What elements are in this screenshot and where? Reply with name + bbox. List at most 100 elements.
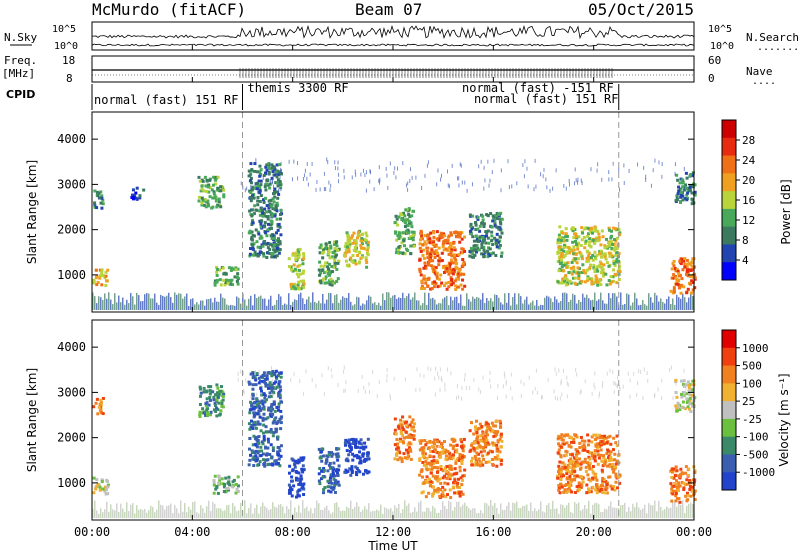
ground-scatter-cell [414, 292, 416, 310]
speckle [614, 382, 616, 387]
echo-cell [485, 453, 489, 457]
echo-cell [419, 238, 423, 242]
echo-cell [602, 263, 606, 267]
echo-cell [248, 447, 252, 451]
speckle [528, 375, 530, 380]
echo-cell [334, 481, 338, 485]
speckle [421, 186, 423, 191]
ground-scatter-cell [136, 505, 138, 518]
ground-scatter-cell [306, 506, 308, 518]
echo-cell [325, 454, 329, 458]
echo-cell [342, 253, 346, 257]
echo-cell [273, 409, 277, 413]
echo-cell [276, 224, 280, 228]
echo-cell [683, 265, 687, 269]
echo-cell [441, 243, 445, 247]
echo-cell [92, 476, 96, 480]
echo-cell [438, 455, 442, 459]
echo-cell [420, 234, 424, 238]
echo-cell [672, 264, 676, 268]
echo-cell [274, 231, 278, 235]
ground-scatter-cell [544, 512, 546, 518]
echo-cell [451, 456, 455, 460]
echo-cell [351, 452, 355, 456]
echo-cell [477, 452, 481, 456]
ground-scatter-cell [264, 298, 266, 310]
speckle [250, 185, 252, 190]
ground-scatter-cell [326, 299, 328, 310]
ground-scatter-cell [584, 297, 586, 310]
speckle [299, 379, 301, 384]
echo-cell [469, 232, 473, 236]
echo-cell [204, 402, 208, 406]
echo-cell [266, 241, 270, 245]
echo-cell [458, 235, 462, 239]
ground-scatter-cell [454, 507, 456, 518]
ground-scatter-cell [616, 508, 618, 518]
echo-cell [259, 183, 263, 187]
echo-cell [685, 258, 689, 262]
echo-cell [265, 398, 269, 402]
echo-cell [270, 386, 274, 390]
echo-cell [677, 272, 681, 276]
speckle [489, 370, 491, 375]
echo-cell [263, 396, 267, 400]
ground-scatter-cell [318, 300, 320, 310]
echo-cell [418, 246, 422, 250]
echo-cell [572, 268, 576, 272]
echo-cell [612, 259, 616, 263]
ground-scatter-cell [152, 507, 154, 518]
echo-cell [685, 392, 689, 396]
ground-scatter-cell [648, 293, 650, 310]
echo-cell [425, 461, 429, 465]
echo-cell [593, 438, 597, 442]
echo-cell [689, 291, 693, 295]
echo-cell [212, 190, 216, 194]
ground-scatter-cell [494, 294, 496, 310]
echo-cell [272, 248, 276, 252]
speckle [369, 179, 371, 184]
echo-cell [421, 243, 425, 247]
echo-cell [403, 225, 407, 229]
ground-scatter-cell [150, 298, 152, 310]
echo-cell [605, 486, 609, 490]
echo-cell [684, 471, 688, 475]
speckle [423, 374, 425, 379]
echo-cell [579, 243, 583, 247]
echo-cell [677, 278, 681, 282]
echo-cell [495, 464, 499, 468]
echo-cell [476, 441, 480, 445]
echo-cell [197, 175, 201, 179]
echo-cell [98, 488, 102, 492]
echo-cell [226, 488, 230, 492]
echo-cell [215, 485, 219, 489]
echo-cell [367, 470, 371, 474]
echo-cell [203, 198, 207, 202]
echo-cell [438, 494, 442, 498]
echo-cell [468, 449, 472, 453]
echo-cell [261, 402, 265, 406]
speckle [553, 389, 555, 394]
echo-cell [277, 382, 281, 386]
echo-cell [580, 271, 584, 275]
ground-scatter-cell [190, 509, 192, 518]
speckle [404, 377, 406, 382]
ground-scatter-cell [202, 508, 204, 518]
speckle [535, 184, 537, 189]
echo-cell [346, 242, 350, 246]
speckle [245, 377, 247, 382]
echo-cell [348, 243, 352, 247]
station-title: McMurdo (fitACF) [92, 0, 246, 19]
ground-scatter-cell [608, 506, 610, 518]
echo-cell [327, 481, 331, 485]
echo-cell [262, 173, 266, 177]
echo-cell [675, 282, 679, 286]
cpid-segment-label: normal (fast) -151 RF [462, 81, 614, 95]
echo-cell [462, 444, 466, 448]
ground-scatter-cell [374, 302, 376, 310]
echo-cell [432, 459, 436, 463]
ground-scatter-cell [652, 302, 654, 310]
speckle [251, 178, 253, 183]
speckle [658, 160, 660, 165]
echo-cell [301, 271, 305, 275]
